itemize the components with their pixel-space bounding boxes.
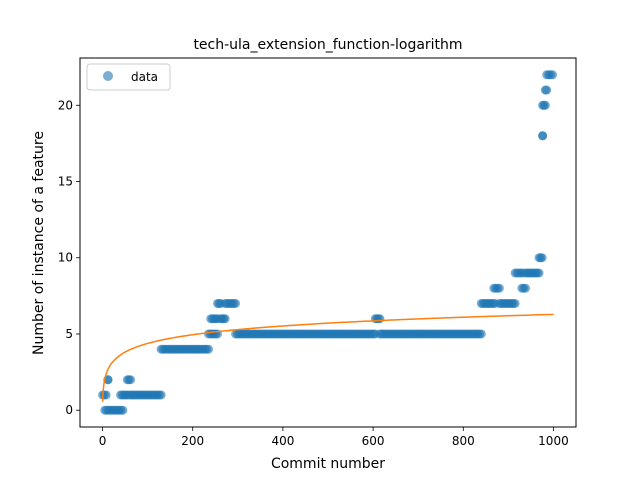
data-point bbox=[231, 298, 241, 308]
axes-frame bbox=[79, 57, 577, 428]
data-point bbox=[510, 298, 520, 308]
x-tick-label: 600 bbox=[362, 434, 385, 448]
x-tick-label: 400 bbox=[271, 434, 294, 448]
data-point bbox=[542, 85, 552, 95]
y-axis-label: Number of instance of a feature bbox=[31, 131, 47, 355]
legend-marker bbox=[103, 71, 113, 81]
data-point bbox=[156, 390, 166, 400]
fit-line bbox=[101, 313, 554, 402]
data-point bbox=[494, 283, 504, 293]
data-point bbox=[101, 390, 111, 400]
plot-area bbox=[98, 70, 558, 415]
x-tick-label: 0 bbox=[99, 434, 107, 448]
data-point bbox=[537, 253, 547, 263]
data-point bbox=[540, 100, 550, 110]
y-tick-label: 5 bbox=[65, 327, 73, 341]
y-tick-label: 20 bbox=[58, 98, 73, 112]
x-tick-label: 200 bbox=[181, 434, 204, 448]
data-point bbox=[548, 70, 558, 80]
legend: data bbox=[86, 63, 171, 91]
x-tick-label: 800 bbox=[452, 434, 475, 448]
data-point bbox=[476, 329, 486, 339]
data-point bbox=[375, 314, 385, 324]
data-point bbox=[521, 283, 530, 293]
legend-box bbox=[86, 63, 171, 91]
legend-label: data bbox=[131, 70, 158, 84]
y-tick-label: 0 bbox=[65, 403, 73, 417]
x-axis: 0 200 400 600 800 1000 bbox=[99, 427, 569, 448]
y-tick-label: 15 bbox=[58, 175, 73, 189]
data-point bbox=[204, 344, 214, 354]
x-tick-label: 1000 bbox=[538, 434, 569, 448]
data-point bbox=[118, 405, 128, 415]
y-tick-label: 10 bbox=[58, 251, 73, 265]
y-axis: 0 5 10 15 20 bbox=[58, 98, 80, 417]
chart-title: tech-ula_extension_function-logarithm bbox=[193, 37, 462, 53]
data-point bbox=[126, 375, 135, 385]
data-point bbox=[220, 314, 230, 324]
x-axis-label: Commit number bbox=[271, 456, 385, 472]
data-point bbox=[538, 131, 548, 141]
data-point bbox=[534, 268, 544, 278]
